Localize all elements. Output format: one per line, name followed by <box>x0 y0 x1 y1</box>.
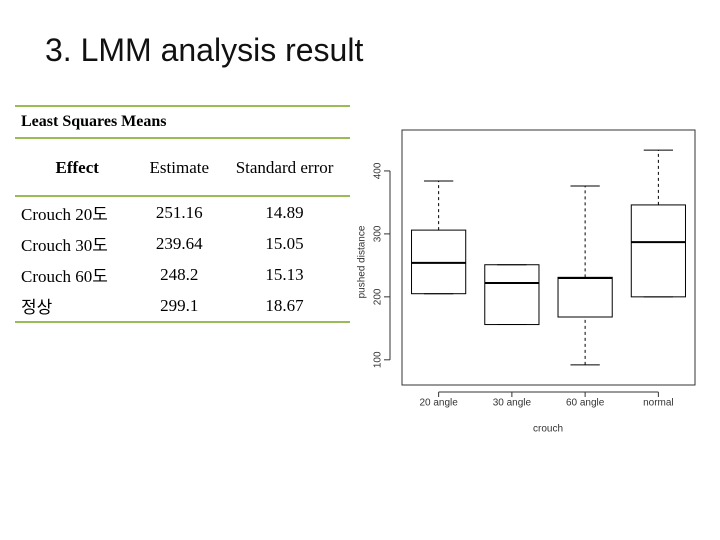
table-cell: 299.1 <box>139 290 220 323</box>
table-cell: Crouch 30도 <box>21 236 108 255</box>
x-tick-label: 60 angle <box>566 398 605 409</box>
table-cell: 15.05 <box>265 233 304 253</box>
table-cell: 정상 <box>15 290 140 323</box>
header-cell: Estimate <box>139 138 220 197</box>
slide-title: 3. LMM analysis result <box>45 32 364 68</box>
table-caption: Least Squares Means <box>15 105 350 139</box>
y-tick-label: 300 <box>373 225 384 242</box>
table: Least Squares Means Effect Estimate Standa… <box>15 105 350 323</box>
table-cell: Crouch 20도 <box>21 205 108 224</box>
table-cell: 18.67 <box>219 290 350 323</box>
table-cell: 239.64 <box>155 233 203 253</box>
box <box>484 264 540 326</box>
table-cell: 15.13 <box>265 264 304 284</box>
plot-frame <box>401 129 696 386</box>
table-row: 정상 299.1 18.67 <box>15 290 350 323</box>
x-tick-label: 20 angle <box>419 398 458 409</box>
y-tick-label: 100 <box>373 351 384 368</box>
table-row: Crouch 30도 239.64 15.05 <box>15 228 350 259</box>
table-cell: 251.16 <box>155 202 203 222</box>
x-tick-label: normal <box>643 398 674 409</box>
table-cell: Crouch 60도 <box>21 267 108 286</box>
x-axis-label: crouch <box>533 424 563 435</box>
box <box>557 276 613 318</box>
box <box>630 204 686 298</box>
header-cell: Standard error <box>219 138 350 197</box>
table-row: Crouch 60도 248.2 15.13 <box>15 259 350 290</box>
y-tick-label: 200 <box>373 288 384 305</box>
x-tick-label: 30 angle <box>493 398 532 409</box>
table-row: Crouch 20도 251.16 14.89 <box>15 196 350 228</box>
header-cell: Effect <box>15 138 140 197</box>
y-axis-label: pushed distance <box>357 225 368 298</box>
header-row: Effect Estimate Standard error <box>15 138 350 197</box>
table-cell: 248.2 <box>160 264 199 284</box>
table-cell: 14.89 <box>265 202 304 222</box>
y-tick-label: 400 <box>373 162 384 179</box>
